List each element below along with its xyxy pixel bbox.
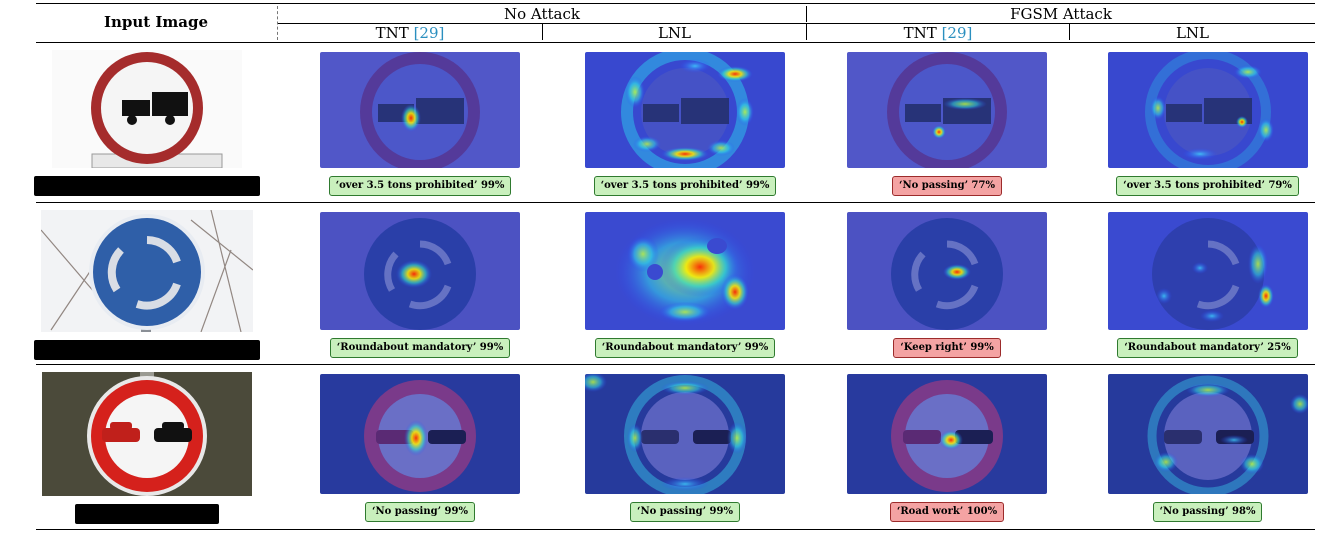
row1-rule bbox=[36, 202, 1315, 203]
col-sep-3 bbox=[1069, 24, 1070, 40]
header-tnt-no-attack: TNT [29] bbox=[278, 25, 542, 41]
prediction-label: ‘over 3.5 tons prohibited’ 99% bbox=[593, 176, 777, 196]
header-tnt-fgsm: TNT [29] bbox=[807, 25, 1069, 41]
heatmap-image bbox=[585, 212, 785, 330]
row1-lnl-no-attack: ‘over 3.5 tons prohibited’ 99% bbox=[575, 52, 795, 196]
row3-tnt-no-attack: ‘No passing’ 99% bbox=[310, 374, 530, 522]
prediction-label: ‘No passing’ 98% bbox=[1152, 502, 1263, 522]
row1-tnt-no-attack: ‘over 3.5 tons prohibited’ 99% bbox=[310, 52, 530, 196]
prediction-label: ‘Roundabout mandatory’ 25% bbox=[1117, 338, 1298, 358]
tnt-citation: [29] bbox=[941, 24, 973, 42]
heatmap-image bbox=[320, 52, 520, 168]
col-sep-1 bbox=[542, 24, 543, 40]
col-sep-2 bbox=[806, 24, 807, 40]
heatmap-image bbox=[320, 374, 520, 494]
prediction-label: ‘No passing’ 99% bbox=[630, 502, 740, 522]
row1-lnl-fgsm: ‘over 3.5 tons prohibited’ 79% bbox=[1100, 52, 1315, 196]
heatmap-image bbox=[320, 212, 520, 330]
input-image-roundabout-sign bbox=[40, 209, 254, 333]
heatmap-image bbox=[585, 374, 785, 494]
bottom-rule bbox=[36, 529, 1315, 530]
header-lnl-fgsm: LNL bbox=[1175, 24, 1210, 42]
heatmap-image bbox=[847, 374, 1047, 494]
row3-tnt-fgsm: ‘Road work’ 100% bbox=[837, 374, 1057, 522]
row3-lnl-fgsm: ‘No passing’ 98% bbox=[1100, 374, 1315, 522]
prediction-label: ‘over 3.5 tons prohibited’ 99% bbox=[328, 176, 512, 196]
tnt-citation: [29] bbox=[413, 24, 445, 42]
prediction-label: ‘No passing’ 77% bbox=[892, 176, 1002, 196]
row3-lnl-no-attack: ‘No passing’ 99% bbox=[575, 374, 795, 522]
row2-input-cell bbox=[34, 209, 260, 360]
row2-tnt-fgsm: ‘Keep right’ 99% bbox=[837, 212, 1057, 358]
heatmap-image bbox=[1107, 374, 1308, 494]
row3-input-cell bbox=[34, 372, 260, 524]
row1-input-cell bbox=[34, 50, 260, 196]
row2-lnl-fgsm: ‘Roundabout mandatory’ 25% bbox=[1100, 212, 1315, 358]
row1-tnt-fgsm: ‘No passing’ 77% bbox=[837, 52, 1057, 196]
heatmap-image bbox=[1107, 212, 1308, 330]
prediction-label: ‘No passing’ 99% bbox=[365, 502, 475, 522]
header-rule bbox=[36, 42, 1315, 43]
input-image-truck-sign bbox=[52, 50, 242, 169]
heatmap-image bbox=[847, 212, 1047, 330]
header-no-attack: No Attack bbox=[504, 5, 580, 23]
heatmap-image bbox=[1107, 52, 1308, 168]
redacted-bar bbox=[34, 176, 260, 196]
input-separator bbox=[277, 6, 278, 40]
heatmap-image bbox=[847, 52, 1047, 168]
top-rule bbox=[36, 3, 1315, 4]
group-separator bbox=[806, 6, 807, 22]
prediction-label: ‘Road work’ 100% bbox=[889, 502, 1005, 522]
input-image-no-passing-sign bbox=[42, 372, 252, 496]
redacted-bar bbox=[34, 340, 260, 360]
prediction-label: ‘Keep right’ 99% bbox=[893, 338, 1001, 358]
header-lnl-no-attack: LNL bbox=[657, 24, 692, 42]
header-input-image: Input Image bbox=[103, 13, 209, 31]
redacted-bar bbox=[75, 504, 219, 524]
tnt-label: TNT bbox=[375, 24, 409, 42]
row2-lnl-no-attack: ‘Roundabout mandatory’ 99% bbox=[575, 212, 795, 358]
prediction-label: ‘Roundabout mandatory’ 99% bbox=[594, 338, 776, 358]
group-underline bbox=[278, 23, 1315, 24]
header-fgsm-attack: FGSM Attack bbox=[1010, 5, 1112, 23]
row2-tnt-no-attack: ‘Roundabout mandatory’ 99% bbox=[310, 212, 530, 358]
heatmap-image bbox=[585, 52, 785, 168]
prediction-label: ‘over 3.5 tons prohibited’ 79% bbox=[1116, 176, 1299, 196]
row2-rule bbox=[36, 364, 1315, 365]
prediction-label: ‘Roundabout mandatory’ 99% bbox=[329, 338, 511, 358]
tnt-label: TNT bbox=[903, 24, 937, 42]
